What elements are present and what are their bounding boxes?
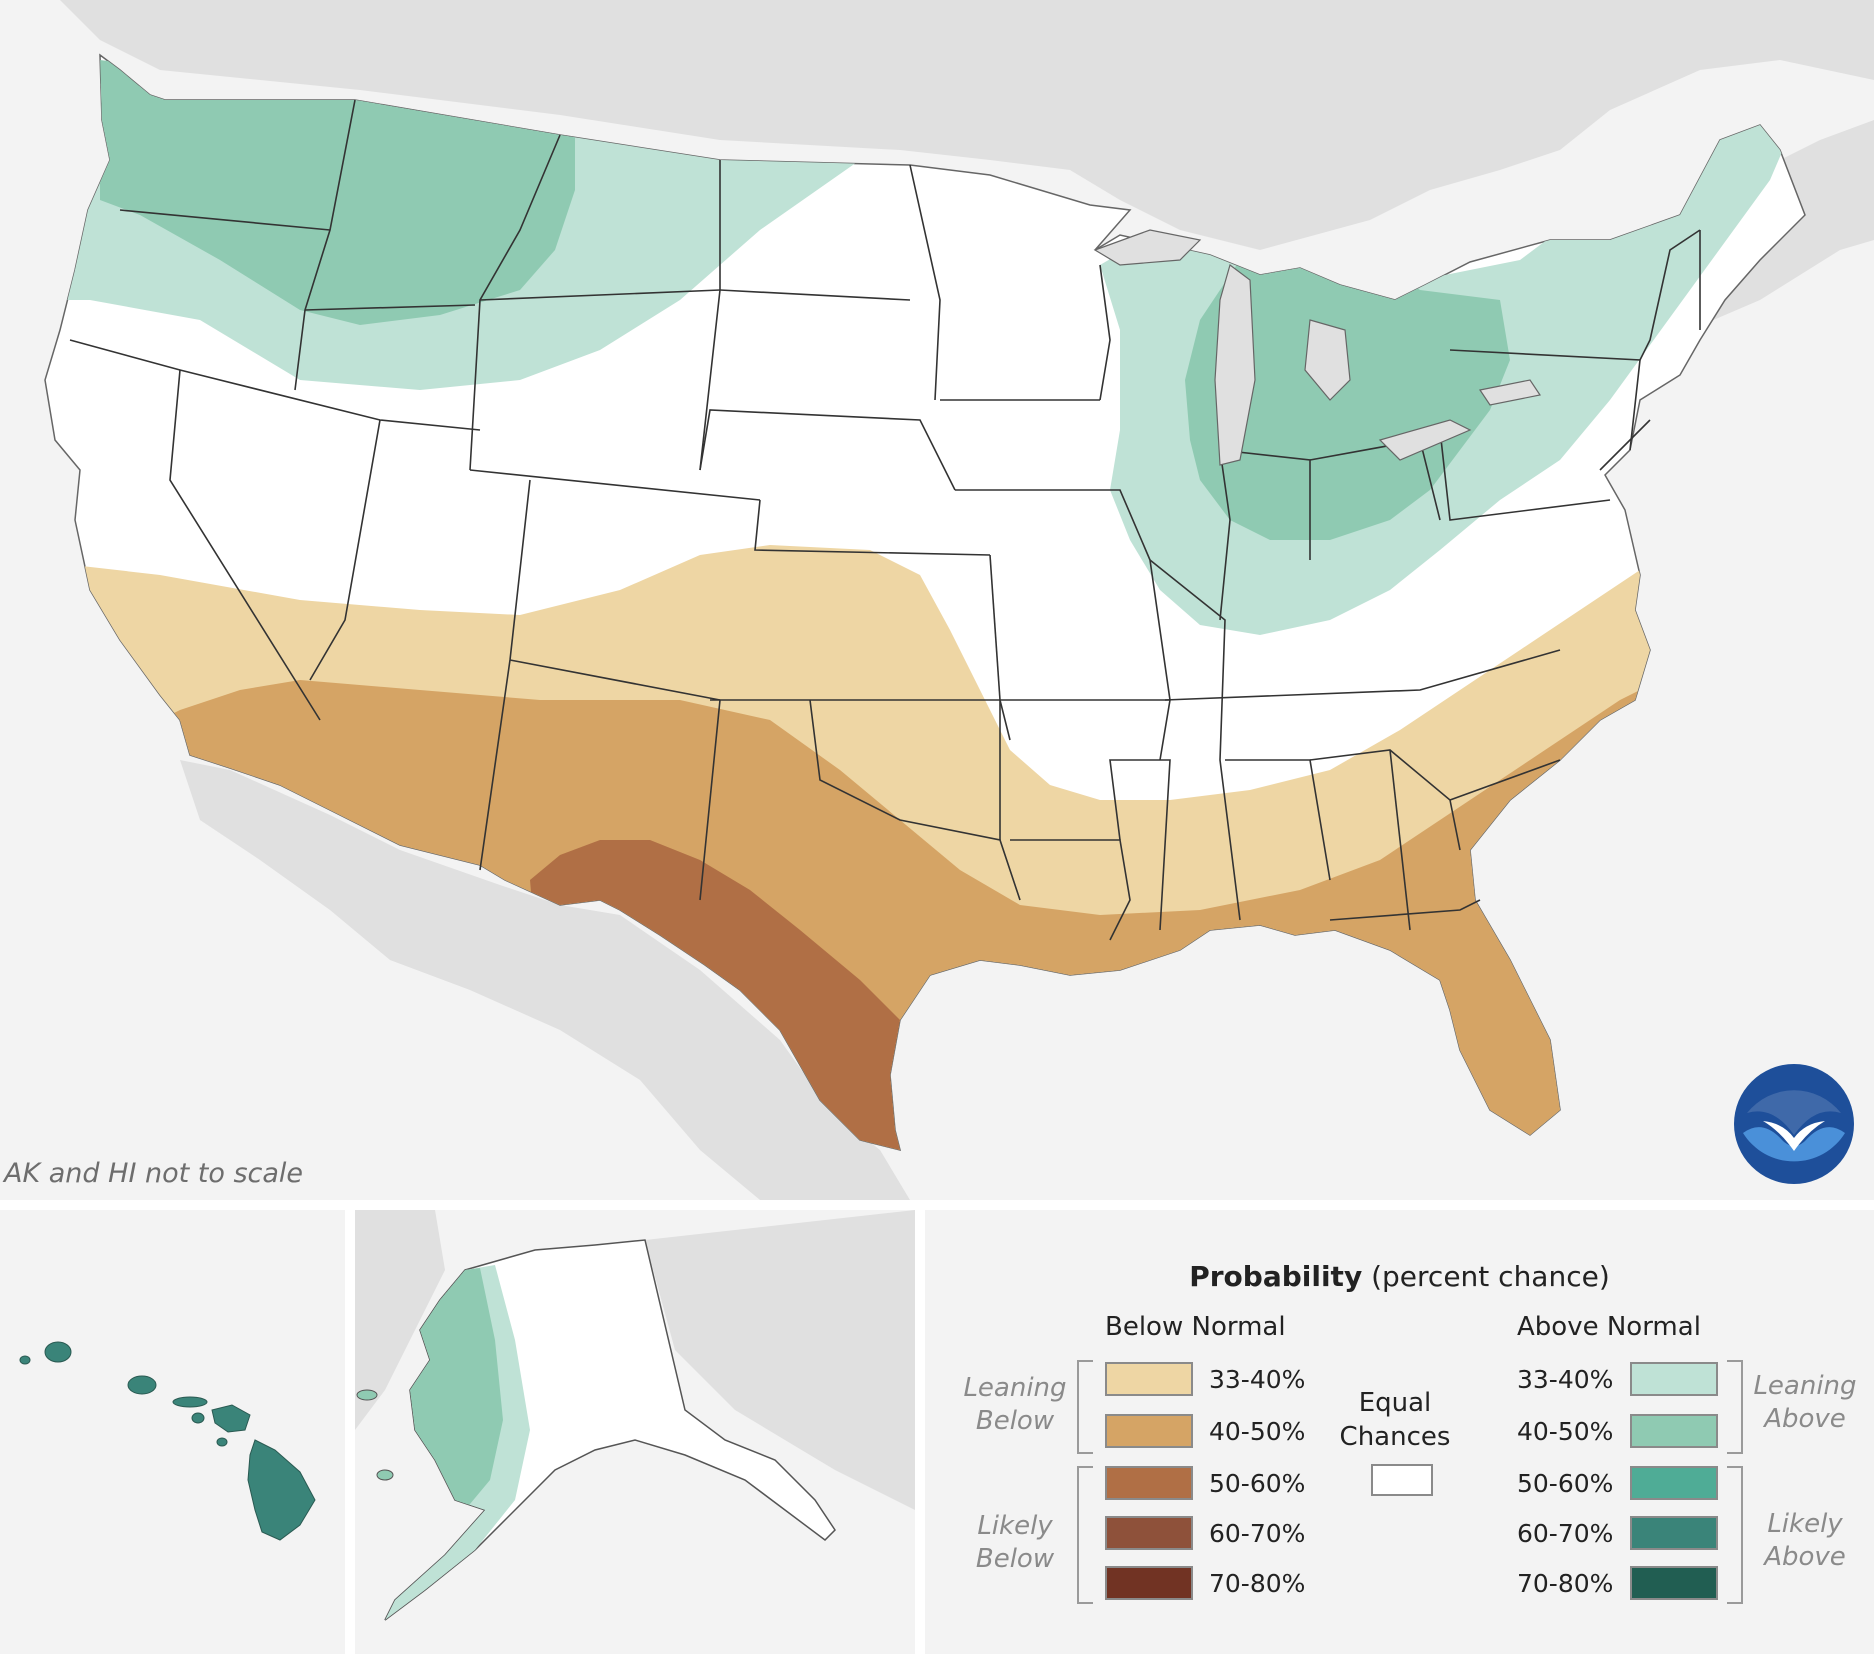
noaa-logo [1733, 1063, 1855, 1185]
alaska-shading [385, 1265, 530, 1620]
legend-title-rest: (percent chance) [1362, 1260, 1610, 1293]
pct-below-33-40: 33-40% [1209, 1365, 1306, 1394]
leaning-below-bracket [1077, 1360, 1093, 1454]
leaning-above-line2: Above [1764, 1404, 1846, 1434]
legend-panel: Probability (percent chance) Below Norma… [925, 1210, 1874, 1654]
swatch-above-60-70 [1630, 1516, 1718, 1550]
likely-below-line2: Below [975, 1544, 1055, 1574]
above-moderate-east [1185, 250, 1510, 540]
kauai-island [44, 1341, 72, 1363]
likely-below-label: Likely Below [955, 1510, 1075, 1576]
pct-below-70-80: 70-80% [1209, 1569, 1306, 1598]
niihau-island [19, 1355, 31, 1365]
alaska-inset [355, 1210, 915, 1654]
swatch-above-70-80 [1630, 1566, 1718, 1600]
nunivak-island [376, 1469, 394, 1481]
likely-above-bracket [1727, 1466, 1743, 1604]
equal-chances-label: Equal Chances [1325, 1386, 1465, 1454]
below-normal-heading: Below Normal [1105, 1312, 1286, 1342]
oahu-island [127, 1375, 157, 1395]
hawaii-map [19, 1341, 316, 1541]
alaska-map [355, 1210, 915, 1621]
ak-above-moderate [410, 1268, 503, 1510]
likely-below-bracket [1077, 1466, 1093, 1604]
swatch-above-33-40 [1630, 1362, 1718, 1396]
scale-note: AK and HI not to scale [4, 1158, 304, 1189]
equal-chances-line1: Equal [1358, 1388, 1432, 1418]
pct-above-33-40: 33-40% [1517, 1365, 1614, 1394]
canada-land [645, 1210, 915, 1510]
maui-island [211, 1404, 251, 1433]
swatch-above-40-50 [1630, 1414, 1718, 1448]
pct-above-50-60: 50-60% [1517, 1469, 1614, 1498]
swatch-below-50-60 [1105, 1466, 1193, 1500]
pct-above-40-50: 40-50% [1517, 1417, 1614, 1446]
lanai-island [191, 1412, 205, 1424]
likely-above-line1: Likely [1767, 1509, 1843, 1539]
pct-below-60-70: 60-70% [1209, 1519, 1306, 1548]
conus-map-panel: AK and HI not to scale [0, 0, 1874, 1200]
leaning-above-bracket [1727, 1360, 1743, 1454]
great-lakes [1093, 229, 1541, 466]
swatch-below-33-40 [1105, 1362, 1193, 1396]
swatch-below-70-80 [1105, 1566, 1193, 1600]
pct-below-50-60: 50-60% [1209, 1469, 1306, 1498]
st-lawrence-island [356, 1389, 378, 1401]
leaning-below-label: Leaning Below [955, 1372, 1075, 1438]
likely-above-line2: Above [1764, 1542, 1846, 1572]
swatch-below-40-50 [1105, 1414, 1193, 1448]
leaning-above-line1: Leaning [1753, 1371, 1857, 1401]
equal-chances-line2: Chances [1339, 1422, 1451, 1452]
swatch-equal-chances [1371, 1464, 1433, 1496]
above-normal-heading: Above Normal [1517, 1312, 1701, 1342]
molokai-island [172, 1396, 208, 1408]
legend-title-bold: Probability [1189, 1260, 1363, 1293]
leaning-below-line1: Leaning [963, 1373, 1067, 1403]
big-island [247, 1439, 316, 1541]
leaning-below-line2: Below [975, 1406, 1055, 1436]
legend-title: Probability (percent chance) [925, 1260, 1874, 1293]
conus-map [0, 0, 1874, 1200]
pct-above-60-70: 60-70% [1517, 1519, 1614, 1548]
state-borders [69, 99, 1701, 941]
kahoolawe-island [216, 1437, 228, 1447]
russia-land [355, 1210, 445, 1430]
hawaii-inset [0, 1210, 345, 1654]
leaning-above-label: Leaning Above [1745, 1370, 1865, 1436]
swatch-below-60-70 [1105, 1516, 1193, 1550]
pct-below-40-50: 40-50% [1209, 1417, 1306, 1446]
pct-above-70-80: 70-80% [1517, 1569, 1614, 1598]
likely-below-line1: Likely [977, 1511, 1053, 1541]
swatch-above-50-60 [1630, 1466, 1718, 1500]
likely-above-label: Likely Above [1745, 1508, 1865, 1574]
